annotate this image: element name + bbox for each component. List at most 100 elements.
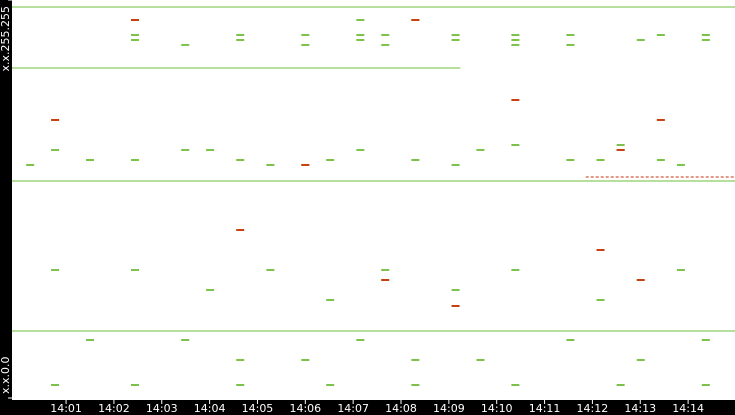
traffic-mark (451, 163, 460, 166)
x-tick-label: 14:07 (337, 402, 369, 415)
traffic-mark (236, 34, 245, 37)
traffic-mark (636, 278, 645, 281)
x-tick-label: 14:09 (433, 402, 465, 415)
traffic-mark (451, 304, 460, 307)
traffic-mark (130, 268, 139, 271)
traffic-mark (566, 43, 575, 46)
traffic-mark (511, 384, 520, 387)
traffic-mark (326, 298, 335, 301)
traffic-mark (266, 163, 275, 166)
traffic-mark (451, 34, 460, 37)
traffic-mark (411, 384, 420, 387)
traffic-mark (130, 19, 139, 22)
traffic-mark (511, 98, 520, 101)
x-tick-label: 14:10 (481, 402, 513, 415)
traffic-mark (381, 278, 390, 281)
traffic-mark (701, 339, 710, 342)
traffic-mark (85, 158, 94, 161)
traffic-mark (596, 248, 605, 251)
traffic-mark (656, 118, 665, 121)
traffic-mark (616, 148, 625, 151)
x-tick-label: 14:06 (289, 402, 321, 415)
traffic-mark (356, 38, 365, 41)
traffic-mark (381, 34, 390, 37)
traffic-mark (636, 358, 645, 361)
y-axis-bar (0, 0, 12, 400)
traffic-mark (596, 298, 605, 301)
traffic-mark (130, 38, 139, 41)
traffic-mark (51, 148, 60, 151)
traffic-mark (411, 19, 420, 22)
traffic-mark (356, 19, 365, 22)
traffic-mark (326, 158, 335, 161)
traffic-mark (206, 289, 215, 292)
traffic-mark (301, 43, 310, 46)
traffic-mark (236, 158, 245, 161)
traffic-mark (511, 43, 520, 46)
traffic-mark (51, 268, 60, 271)
traffic-mark (51, 118, 60, 121)
x-tick-label: 14:08 (385, 402, 417, 415)
traffic-mark (130, 158, 139, 161)
x-tick-label: 14:05 (242, 402, 274, 415)
traffic-mark (596, 158, 605, 161)
traffic-mark (381, 268, 390, 271)
traffic-mark (676, 268, 685, 271)
traffic-mark (181, 339, 190, 342)
traffic-mark (566, 339, 575, 342)
traffic-mark (181, 43, 190, 46)
traffic-mark (130, 384, 139, 387)
traffic-mark (85, 339, 94, 342)
traffic-mark (476, 358, 485, 361)
traffic-mark (381, 43, 390, 46)
traffic-mark (236, 229, 245, 232)
traffic-mark (301, 358, 310, 361)
x-tick-label: 14:12 (577, 402, 609, 415)
traffic-mark (476, 148, 485, 151)
x-tick-label: 14:03 (146, 402, 178, 415)
traffic-mark (301, 34, 310, 37)
traffic-mark (566, 158, 575, 161)
traffic-mark (676, 163, 685, 166)
traffic-mark (511, 38, 520, 41)
traffic-mark (181, 148, 190, 151)
traffic-mark (411, 358, 420, 361)
traffic-mark (236, 358, 245, 361)
traffic-mark (636, 38, 645, 41)
traffic-mark (511, 143, 520, 146)
traffic-mark (356, 339, 365, 342)
x-tick-label: 14:04 (194, 402, 226, 415)
traffic-mark (451, 38, 460, 41)
traffic-mark (616, 143, 625, 146)
traffic-mark (236, 384, 245, 387)
traffic-mark (130, 34, 139, 37)
traffic-mark (566, 34, 575, 37)
traffic-mark (326, 384, 335, 387)
traffic-mark (356, 148, 365, 151)
x-tick-label: 14:14 (672, 402, 704, 415)
x-tick-label: 14:02 (98, 402, 130, 415)
traffic-mark (301, 163, 310, 166)
traffic-mark (701, 38, 710, 41)
traffic-mark (656, 158, 665, 161)
traffic-mark (656, 34, 665, 37)
traffic-mark (236, 38, 245, 41)
traffic-mark (511, 268, 520, 271)
traffic-mark (266, 268, 275, 271)
traffic-mark (451, 289, 460, 292)
x-axis-bar (0, 400, 735, 415)
traffic-mark (411, 158, 420, 161)
traffic-mark (616, 384, 625, 387)
x-tick-label: 14:11 (529, 402, 561, 415)
traffic-mark (701, 384, 710, 387)
x-tick-label: 14:13 (624, 402, 656, 415)
x-tick-label: 14:01 (50, 402, 82, 415)
y-tick-label: x.x.255.255 (0, 6, 12, 72)
traffic-mark (26, 163, 35, 166)
y-tick-label: x.x.0.0 (0, 356, 12, 394)
traffic-mark (206, 148, 215, 151)
traffic-mark (51, 384, 60, 387)
traffic-mark (356, 34, 365, 37)
